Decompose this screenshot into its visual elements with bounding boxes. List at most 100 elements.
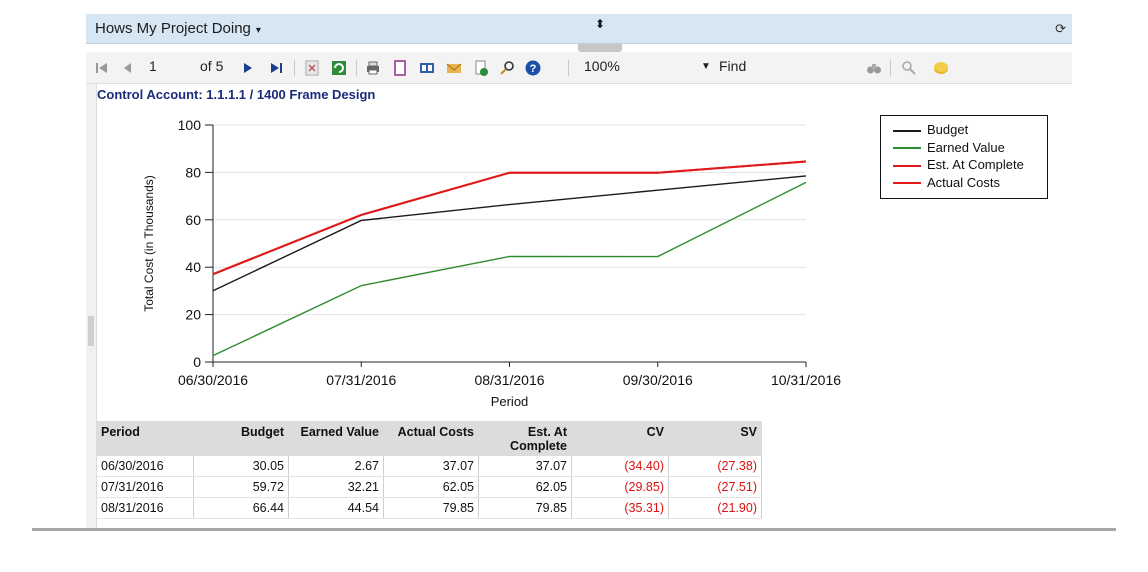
bottom-divider <box>32 528 1116 531</box>
series-line-actual-costs <box>212 160 807 276</box>
col-earned-value: Earned Value <box>288 421 384 456</box>
cell-earned-value: 32.21 <box>288 476 384 498</box>
legend-swatch <box>893 129 921 132</box>
cell-earned-value: 44.54 <box>288 497 384 519</box>
next-page-icon[interactable] <box>240 60 256 76</box>
legend-label: Budget <box>927 122 969 137</box>
toolbar-separator <box>568 60 569 76</box>
panel-title[interactable]: Hows My Project Doing ▾ <box>95 20 261 37</box>
cell-sv: (21.90) <box>668 497 762 519</box>
x-tick-label: 06/30/2016 <box>178 372 248 388</box>
x-tick-label: 09/30/2016 <box>623 372 693 388</box>
help-icon[interactable]: ? <box>525 60 541 76</box>
control-account-heading: Control Account: 1.1.1.1 / 1400 Frame De… <box>97 87 376 102</box>
y-tick-label: 40 <box>185 259 201 275</box>
legend-swatch <box>893 182 921 185</box>
collapse-handle[interactable] <box>88 316 94 346</box>
refresh-report-icon[interactable] <box>331 60 347 76</box>
legend-item: Budget <box>893 122 968 137</box>
coin-icon[interactable] <box>933 60 949 76</box>
cell-actual-costs: 79.85 <box>383 497 479 519</box>
print-icon[interactable] <box>365 60 381 76</box>
legend-item: Earned Value <box>893 140 1005 155</box>
col-est-at-complete: Est. At Complete <box>478 421 572 456</box>
x-axis-title: Period <box>491 394 529 409</box>
cell-sv: (27.38) <box>668 456 762 477</box>
cell-earned-value: 2.67 <box>288 456 384 477</box>
table-row: 07/31/2016 59.72 32.21 62.05 62.05 (29.8… <box>97 476 762 498</box>
x-tick-label: 07/31/2016 <box>326 372 396 388</box>
new-document-icon[interactable] <box>473 60 489 76</box>
series-line-earned-value <box>212 181 807 357</box>
cell-cv: (34.40) <box>571 456 669 477</box>
cost-table: Period Budget Earned Value Actual Costs … <box>97 421 762 519</box>
cell-cv: (35.31) <box>571 497 669 519</box>
prev-page-icon[interactable] <box>120 60 136 76</box>
col-cv: CV <box>571 421 669 456</box>
series-line-est-at-complete <box>212 160 807 276</box>
first-page-icon[interactable] <box>94 60 110 76</box>
series-line-budget <box>212 175 807 292</box>
toolbar-separator <box>356 60 357 76</box>
link-icon[interactable] <box>901 60 917 76</box>
page-setup-icon[interactable] <box>392 60 408 76</box>
y-tick-label: 0 <box>193 354 201 370</box>
search-icon[interactable] <box>499 60 515 76</box>
page-number-input[interactable]: 1 <box>149 58 157 74</box>
page-count-label: of 5 <box>200 58 224 74</box>
cell-budget: 66.44 <box>193 497 289 519</box>
export-icon[interactable] <box>304 60 320 76</box>
cell-period: 08/31/2016 <box>97 497 194 519</box>
cell-cv: (29.85) <box>571 476 669 498</box>
y-tick-label: 80 <box>185 164 201 180</box>
chart-legend: Budget Earned Value Est. At Complete Actual… <box>880 115 1048 199</box>
panel-title-text: Hows My Project Doing <box>95 20 251 37</box>
find-label[interactable]: Find <box>719 58 747 74</box>
last-page-icon[interactable] <box>268 60 284 76</box>
y-axis-title: Total Cost (in Thousands) <box>142 175 156 312</box>
left-collapse-bar[interactable] <box>86 84 97 530</box>
cell-period: 06/30/2016 <box>97 456 194 477</box>
legend-label: Est. At Complete <box>927 157 1024 172</box>
cell-est-at-complete: 79.85 <box>478 497 572 519</box>
table-row: 08/31/2016 66.44 44.54 79.85 79.85 (35.3… <box>97 497 762 519</box>
table-header-row: Period Budget Earned Value Actual Costs … <box>97 421 762 456</box>
cost-line-chart: 0 20 40 60 80 100 06/30/2016 07/31/2016 08/31/20… <box>142 117 841 409</box>
document-map-icon[interactable] <box>419 60 435 76</box>
x-tick-label: 10/31/2016 <box>771 372 841 388</box>
col-period: Period <box>97 421 194 456</box>
cell-est-at-complete: 62.05 <box>478 476 572 498</box>
cell-budget: 30.05 <box>193 456 289 477</box>
toolbar-separator <box>890 60 891 76</box>
email-icon[interactable] <box>446 60 462 76</box>
zoom-select[interactable]: 100% <box>584 58 620 74</box>
y-tick-label: 60 <box>185 212 201 228</box>
y-tick-label: 20 <box>185 307 201 323</box>
y-tick-label: 100 <box>178 117 202 133</box>
splitter-grip[interactable] <box>578 44 622 52</box>
toolbar-separator <box>294 60 295 76</box>
cell-actual-costs: 37.07 <box>383 456 479 477</box>
legend-label: Actual Costs <box>927 174 1000 190</box>
cell-actual-costs: 62.05 <box>383 476 479 498</box>
x-tick-label: 08/31/2016 <box>474 372 544 388</box>
cell-est-at-complete: 37.07 <box>478 456 572 477</box>
legend-label: Earned Value <box>927 139 1005 155</box>
resize-updown-icon[interactable]: ⬍ <box>595 17 606 31</box>
cell-sv: (27.51) <box>668 476 762 498</box>
cell-budget: 59.72 <box>193 476 289 498</box>
cell-period: 07/31/2016 <box>97 476 194 498</box>
chevron-down-icon[interactable]: ▾ <box>255 25 261 36</box>
binoculars-icon[interactable] <box>866 60 882 76</box>
zoom-dropdown-arrow-icon[interactable]: ▼ <box>701 61 711 72</box>
col-sv: SV <box>668 421 762 456</box>
col-actual-costs: Actual Costs <box>383 421 479 456</box>
legend-item: Est. At Complete <box>893 157 1024 172</box>
refresh-icon[interactable]: ⟳ <box>1055 21 1066 36</box>
legend-swatch <box>893 147 921 150</box>
svg-text:?: ? <box>530 63 537 75</box>
legend-swatch <box>893 164 921 167</box>
legend-item: Actual Costs <box>893 175 1000 190</box>
col-budget: Budget <box>193 421 289 456</box>
report-toolbar: 1 of 5 ? 100% ▼ Find <box>86 52 1072 84</box>
